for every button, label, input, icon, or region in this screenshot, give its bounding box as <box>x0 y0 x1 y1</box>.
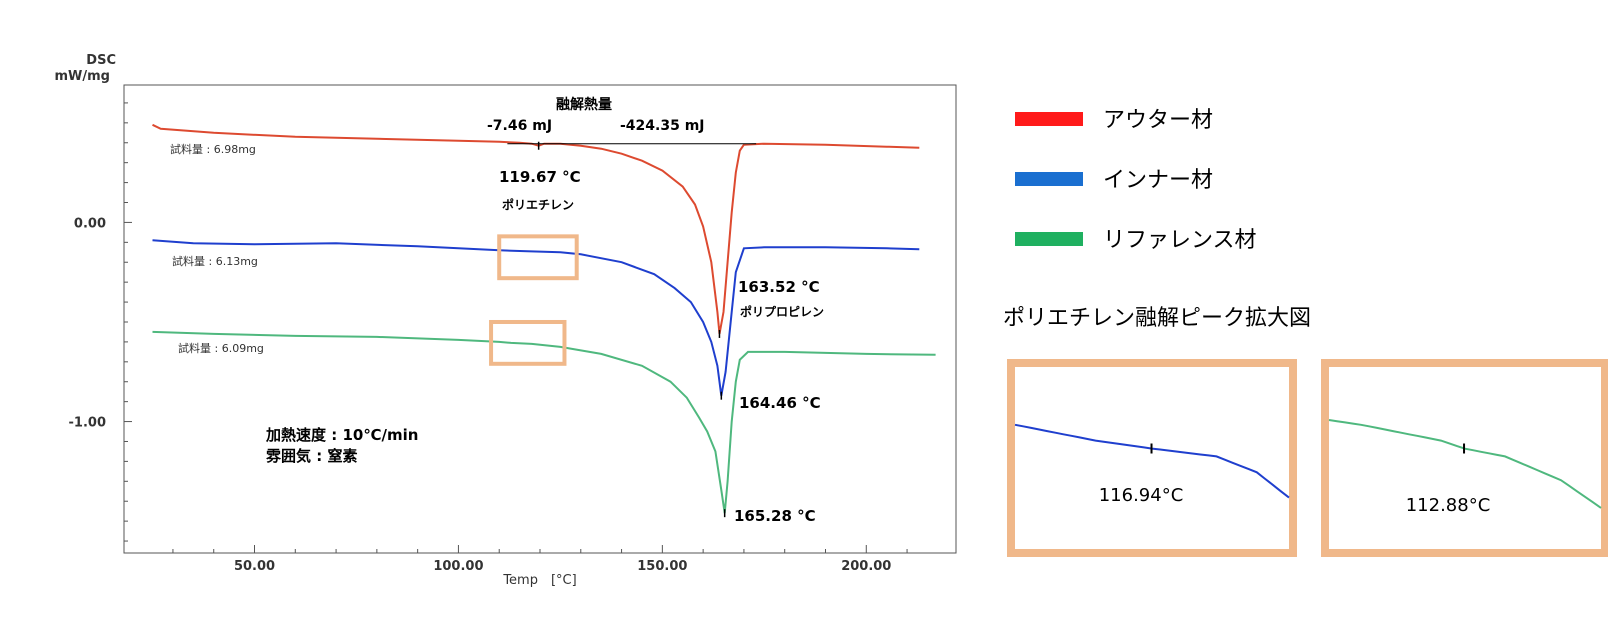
zoom-section-title: ポリエチレン融解ピーク拡大図 <box>1003 306 1312 331</box>
atmosphere-label: 雰囲気 : 窒素 <box>266 447 357 465</box>
heat-pe-value: -7.46 mJ <box>487 118 552 134</box>
zoom-inset-inner-peak-label: 116.94°C <box>1099 485 1184 506</box>
legend-swatch-outer <box>1015 112 1083 126</box>
axis-ticks <box>124 102 908 553</box>
series-line-outer <box>152 123 920 335</box>
sample-weight-inner: 試料量 : 6.13mg <box>172 254 258 268</box>
legend-label-reference: リファレンス材 <box>1103 228 1257 253</box>
series-line-inner <box>152 239 920 396</box>
x-tick-label: 200.00 <box>841 559 891 574</box>
axis-tick-labels: 50.00 100.00 150.00 200.00 0.00 -1.00 <box>69 216 892 574</box>
x-tick-label: 50.00 <box>234 559 275 574</box>
legend-swatch-inner <box>1015 172 1083 186</box>
heating-rate-label: 加熱速度 : 10℃/min <box>265 426 418 444</box>
highlight-box-reference <box>489 319 567 366</box>
y-axis-label-line2: mW/mg <box>55 69 111 84</box>
zoom-inset-reference <box>1321 359 1608 557</box>
peak-inner-label: 164.46 °C <box>739 394 821 412</box>
peak-outer-pe-label: 119.67 °C <box>499 168 581 186</box>
series-line-reference <box>152 330 936 514</box>
heat-pp-value: -424.35 mJ <box>620 118 705 134</box>
x-tick-label: 100.00 <box>433 559 483 574</box>
pp-material-label: ポリプロピレン <box>740 304 824 319</box>
peak-reference-label: 165.28 °C <box>734 507 816 525</box>
highlight-box-inner <box>497 234 579 281</box>
y-tick-label: -1.00 <box>69 416 106 431</box>
legend-swatch-reference <box>1015 232 1083 246</box>
legend-label-inner: インナー材 <box>1103 168 1214 193</box>
pe-material-label: ポリエチレン <box>502 197 574 212</box>
zoom-inset-inner <box>1007 359 1297 557</box>
y-axis-label-line1: DSC <box>86 53 116 68</box>
x-tick-label: 150.00 <box>637 559 687 574</box>
peak-markers <box>537 141 726 518</box>
legend-label-outer: アウター材 <box>1103 108 1214 133</box>
sample-weight-outer: 試料量 : 6.98mg <box>170 142 256 156</box>
heat-of-fusion-title: 融解熱量 <box>556 96 612 113</box>
peak-outer-pp-label: 163.52 °C <box>738 278 820 296</box>
x-axis-label: Temp [°C] <box>502 573 576 588</box>
sample-weight-reference: 試料量 : 6.09mg <box>178 341 264 355</box>
y-tick-label: 0.00 <box>74 216 106 231</box>
zoom-inset-reference-peak-label: 112.88°C <box>1406 495 1491 516</box>
